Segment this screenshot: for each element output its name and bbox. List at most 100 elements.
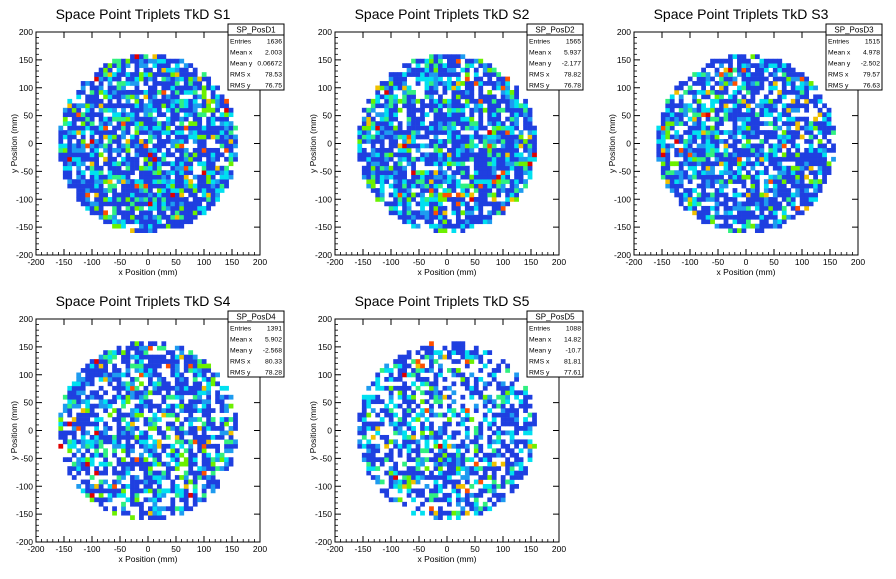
- heatmap-cell: [393, 462, 398, 467]
- heatmap-cell: [103, 497, 108, 502]
- heatmap-cell: [501, 144, 506, 149]
- heatmap-cell: [139, 201, 144, 206]
- heatmap-cell: [362, 457, 367, 462]
- heatmap-cell: [701, 77, 706, 82]
- heatmap-cell: [166, 59, 171, 64]
- heatmap-cell: [438, 108, 443, 113]
- heatmap-cell: [161, 506, 166, 511]
- heatmap-cell: [220, 103, 225, 108]
- heatmap-cell: [121, 130, 126, 135]
- heatmap-cell: [112, 117, 117, 122]
- heatmap-cell: [407, 130, 412, 135]
- heatmap-cell: [429, 139, 434, 144]
- heatmap-cell: [375, 399, 380, 404]
- heatmap-cell: [72, 475, 77, 480]
- heatmap-cell: [501, 135, 506, 140]
- heatmap-cell: [460, 144, 465, 149]
- heatmap-cell: [438, 515, 443, 520]
- heatmap-cell: [63, 117, 68, 122]
- heatmap-cell: [724, 90, 729, 95]
- heatmap-cell: [63, 404, 68, 409]
- heatmap-cell: [416, 210, 421, 215]
- heatmap-cell: [746, 215, 751, 220]
- heatmap-cell: [85, 121, 90, 126]
- heatmap-cell: [170, 206, 175, 211]
- heatmap-cell: [750, 121, 755, 126]
- heatmap-cell: [451, 350, 456, 355]
- heatmap-cell: [804, 139, 809, 144]
- heatmap-cell: [76, 188, 81, 193]
- heatmap-cell: [443, 448, 448, 453]
- heatmap-cell: [157, 355, 162, 360]
- heatmap-cell: [393, 179, 398, 184]
- heatmap-cell: [438, 210, 443, 215]
- heatmap-cell: [188, 130, 193, 135]
- heatmap-cell: [126, 121, 131, 126]
- heatmap-cell: [733, 135, 738, 140]
- heatmap-cell: [112, 373, 117, 378]
- heatmap-cells: [58, 341, 238, 520]
- heatmap-cell: [202, 462, 207, 467]
- heatmap-cell: [161, 54, 166, 59]
- heatmap-cell: [121, 161, 126, 166]
- heatmap-cell: [202, 130, 207, 135]
- heatmap-cell: [202, 444, 207, 449]
- heatmap-cell: [152, 502, 157, 507]
- heatmap-cell: [108, 497, 113, 502]
- heatmap-cell: [804, 166, 809, 171]
- heatmap-cell: [170, 395, 175, 400]
- heatmap-cell: [804, 94, 809, 99]
- heatmap-cell: [175, 475, 180, 480]
- heatmap-cell: [85, 377, 90, 382]
- heatmap-cell: [166, 395, 171, 400]
- heatmap-cell: [108, 152, 113, 157]
- heatmap-cell: [206, 206, 211, 211]
- heatmap-cell: [429, 63, 434, 68]
- heatmap-cell: [809, 135, 814, 140]
- heatmap-cell: [420, 184, 425, 189]
- heatmap-cell: [175, 431, 180, 436]
- heatmap-cell: [420, 493, 425, 498]
- heatmap-cell: [460, 404, 465, 409]
- heatmap-cell: [81, 161, 86, 166]
- heatmap-cell: [81, 121, 86, 126]
- heatmap-cell: [706, 72, 711, 77]
- heatmap-cell: [94, 466, 99, 471]
- heatmap-cell: [492, 108, 497, 113]
- heatmap-cell: [434, 121, 439, 126]
- heatmap-cell: [674, 130, 679, 135]
- heatmap-cell: [126, 346, 131, 351]
- heatmap-cell: [220, 139, 225, 144]
- heatmap-cell: [447, 121, 452, 126]
- heatmap-cell: [800, 126, 805, 131]
- heatmap-cell: [465, 497, 470, 502]
- heatmap-cell: [742, 117, 747, 122]
- heatmap-cell: [773, 81, 778, 86]
- heatmap-cell: [121, 413, 126, 418]
- heatmap-cell: [514, 152, 519, 157]
- heatmap-cell: [665, 184, 670, 189]
- heatmap-cell: [416, 170, 421, 175]
- heatmap-cell: [184, 188, 189, 193]
- heatmap-cell: [451, 170, 456, 175]
- heatmap-cell: [135, 54, 140, 59]
- heatmap-cell: [451, 54, 456, 59]
- heatmap-cell: [157, 480, 162, 485]
- heatmap-cell: [733, 144, 738, 149]
- heatmap-cell: [152, 224, 157, 229]
- heatmap-cell: [706, 215, 711, 220]
- heatmap-cell: [90, 493, 95, 498]
- heatmap-cell: [94, 368, 99, 373]
- heatmap-cell: [434, 144, 439, 149]
- heatmap-cell: [202, 435, 207, 440]
- heatmap-cell: [478, 157, 483, 162]
- heatmap-cell: [211, 90, 216, 95]
- heatmap-cell: [447, 350, 452, 355]
- heatmap-cell: [670, 121, 675, 126]
- heatmap-cell: [152, 511, 157, 516]
- heatmap-cell: [184, 90, 189, 95]
- heatmap-cell: [144, 404, 149, 409]
- heatmap-cell: [429, 175, 434, 180]
- heatmap-cell: [161, 395, 166, 400]
- heatmap-cell: [99, 184, 104, 189]
